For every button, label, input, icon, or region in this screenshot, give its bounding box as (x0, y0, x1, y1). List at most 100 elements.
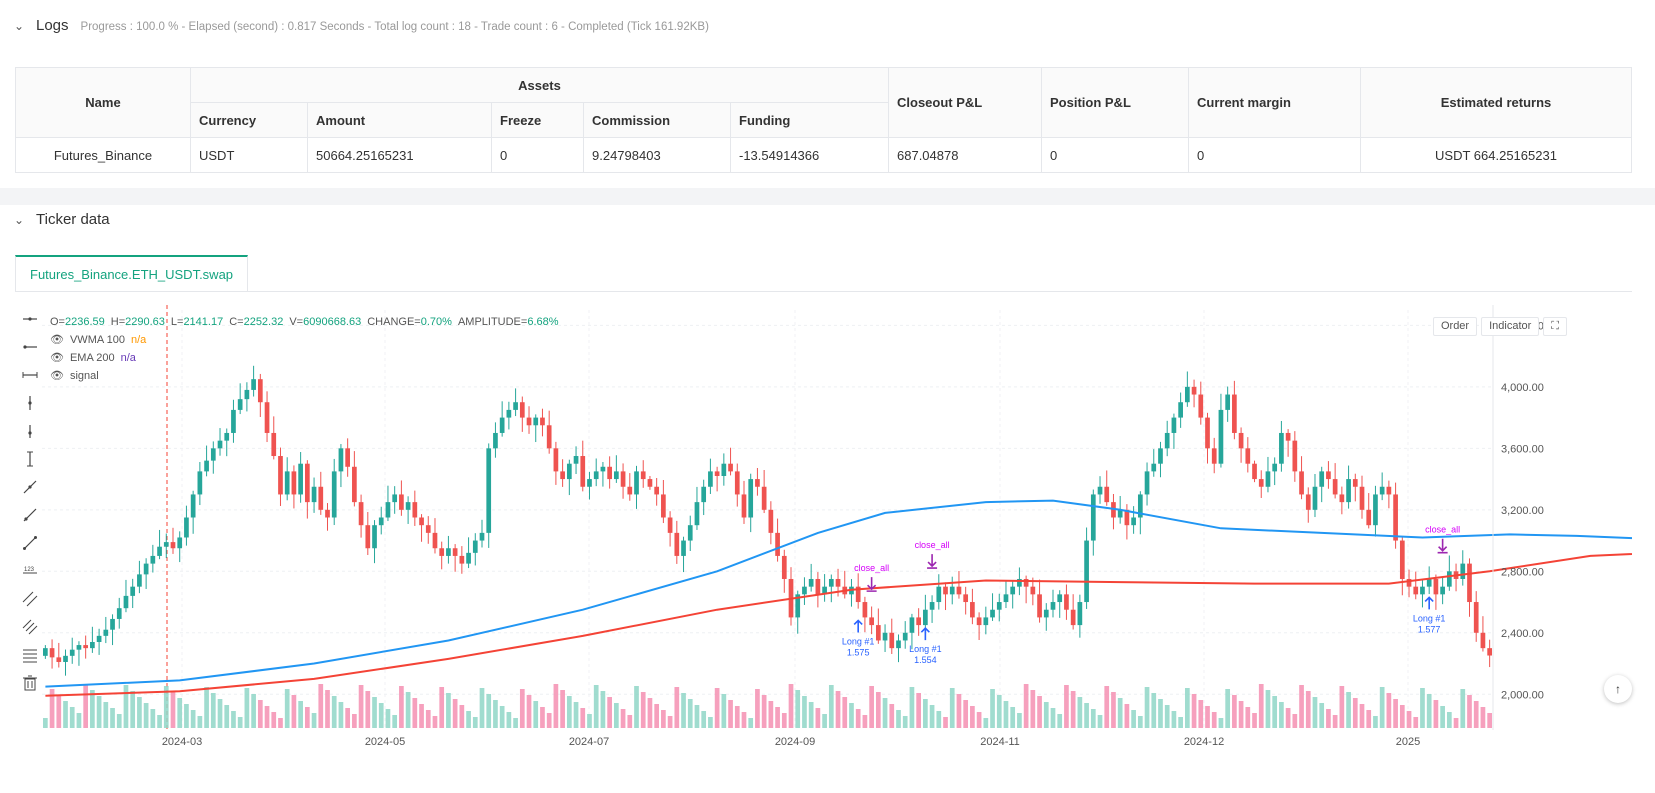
parallel-channel-icon[interactable] (15, 585, 45, 613)
volume-bar (781, 713, 787, 728)
volume-bar (1352, 698, 1358, 728)
volume-bar (1238, 701, 1244, 728)
volume-bar (365, 691, 371, 728)
exit-arrow-icon (1437, 538, 1448, 554)
candle-body (432, 532, 438, 549)
volume-bar (1064, 685, 1069, 728)
indicator-button[interactable]: Indicator (1481, 317, 1540, 336)
candle-body (708, 471, 713, 487)
volume-bars (43, 684, 1492, 728)
entry-label: Long #1 (909, 644, 942, 654)
eye-icon[interactable]: 👁 (50, 370, 64, 382)
vertical-line-icon[interactable] (15, 389, 45, 417)
candle-body (110, 618, 115, 630)
eye-icon[interactable]: 👁 (50, 352, 64, 364)
candle-body (1480, 632, 1486, 649)
volume-bar (439, 687, 445, 728)
candle-body (755, 479, 760, 487)
ticker-header[interactable]: ⌄ Ticker data (14, 211, 110, 228)
candle-body (244, 389, 250, 400)
volume-bar (808, 702, 814, 728)
trend-line-icon[interactable] (15, 473, 45, 501)
volume-bar (755, 689, 760, 728)
volume-bar (896, 710, 901, 728)
candle-body (1211, 448, 1217, 464)
segment-line-icon[interactable] (15, 529, 45, 557)
volume-bar (486, 694, 492, 728)
candle-body (439, 548, 445, 556)
horizontal-line-icon[interactable] (15, 305, 45, 333)
vertical-segment-icon[interactable] (15, 445, 45, 473)
eye-icon[interactable]: 👁 (50, 334, 64, 346)
volume-bar (130, 691, 136, 728)
scroll-to-latest-icon[interactable]: ↑ (1604, 675, 1632, 703)
price-range-icon[interactable]: 123 (15, 557, 45, 585)
volume-bar (446, 693, 451, 728)
candle-body (687, 525, 693, 541)
candle-body (614, 471, 619, 480)
volume-bar (1037, 696, 1042, 728)
order-button[interactable]: Order (1432, 317, 1478, 336)
volume-bar (69, 707, 75, 728)
candle-body (513, 402, 518, 410)
candle-body (828, 578, 834, 587)
volume-bar (546, 713, 552, 728)
candle-body (1151, 463, 1157, 472)
exit-arrow-icon (927, 554, 938, 569)
chevron-down-icon[interactable]: ⌄ (14, 19, 25, 33)
candle-body (331, 471, 337, 518)
chart-grid (42, 305, 1493, 730)
candle-body (385, 502, 391, 518)
row-commission: 9.24798403 (583, 137, 731, 173)
entry-label: Long #1 (1413, 613, 1446, 623)
x-tick-label: 2024-03 (162, 736, 202, 748)
vwma-value: n/a (131, 334, 147, 346)
candle-body (372, 525, 377, 549)
candle-body (271, 432, 277, 457)
logs-header[interactable]: ⌄ Logs Progress : 100.0 % - Elapsed (sec… (14, 17, 709, 34)
chevron-down-icon[interactable]: ⌄ (14, 213, 25, 227)
volume-bar (1406, 711, 1412, 728)
volume-bar (862, 715, 868, 728)
legend-signal[interactable]: 👁 signal (50, 367, 559, 385)
volume-bar (123, 685, 129, 728)
volume-bar (1090, 709, 1096, 728)
vertical-ray-icon[interactable] (15, 417, 45, 445)
volume-bar (761, 695, 767, 728)
horizontal-ray-icon[interactable] (15, 333, 45, 361)
ray-line-icon[interactable] (15, 501, 45, 529)
volume-bar (1386, 693, 1392, 728)
volume-bar (278, 718, 283, 728)
candle-body (681, 540, 686, 556)
position-header: Position P&L (1041, 67, 1189, 138)
candle-body (466, 552, 471, 564)
volume-bar (43, 718, 48, 728)
candle-body (963, 594, 969, 603)
candle-body (1037, 594, 1042, 618)
volume-bar (1272, 696, 1278, 728)
volume-bar (1218, 718, 1224, 728)
volume-bar (1144, 687, 1150, 728)
volume-bar (640, 692, 646, 728)
tab-eth-usdt-swap[interactable]: Futures_Binance.ETH_USDT.swap (15, 255, 249, 291)
fib-retracement-icon[interactable] (15, 641, 45, 669)
candle-body (802, 586, 807, 595)
volume-bar (1158, 699, 1163, 728)
volume-bar (607, 697, 612, 728)
legend-ema[interactable]: 👁 EMA 200 n/a (50, 349, 559, 367)
closeout-header: Closeout P&L (888, 67, 1042, 138)
extended-line-icon[interactable] (15, 361, 45, 389)
volume-bar (499, 706, 505, 728)
candle-body (143, 563, 149, 575)
chart-area[interactable]: 123 close_all close_all close_all Long #1 1.… (15, 305, 1632, 790)
legend-vwma[interactable]: 👁 VWMA 100 n/a (50, 331, 559, 349)
candle-body (446, 548, 451, 556)
candle-body (1379, 486, 1385, 495)
volume-bar (1399, 705, 1405, 728)
fullscreen-icon[interactable]: ⛶ (1543, 317, 1567, 336)
fib-channel-icon[interactable] (15, 613, 45, 641)
candle-body (1003, 594, 1009, 603)
candle-body (130, 586, 136, 596)
trash-icon[interactable] (15, 669, 45, 697)
